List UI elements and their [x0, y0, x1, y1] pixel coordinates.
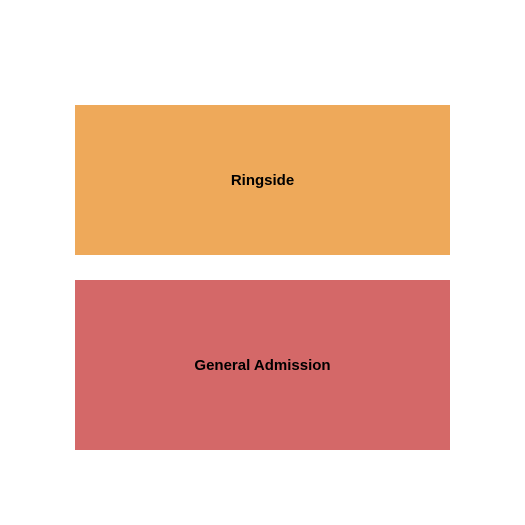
ringside-label: Ringside — [231, 172, 294, 189]
general-admission-section[interactable]: General Admission — [75, 280, 450, 450]
ringside-section[interactable]: Ringside — [75, 105, 450, 255]
general-admission-label: General Admission — [194, 357, 330, 374]
seating-chart: Ringside General Admission — [75, 105, 450, 450]
